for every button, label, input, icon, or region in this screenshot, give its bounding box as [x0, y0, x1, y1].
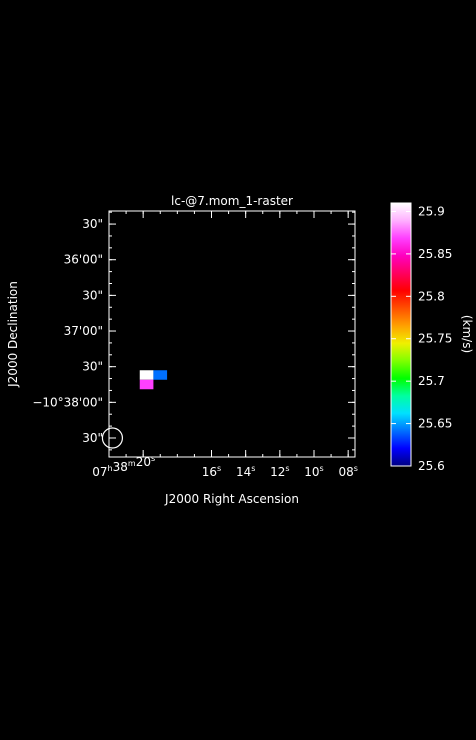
y-tick-label: 30"	[82, 360, 103, 374]
x-tick-label: 08s	[338, 464, 357, 479]
x-tick-label: 12s	[270, 464, 289, 479]
x-tick-label: 16s	[202, 464, 221, 479]
colorbar-ticks: 25.9 25.85 25.8 25.75 25.7 25.65 25.6	[391, 204, 452, 473]
x-tick-labels: 07h38m20s 16s 14s 12s 10s 08s	[92, 454, 358, 479]
map-pixel	[139, 379, 154, 390]
pixel-layer	[139, 370, 168, 390]
x-tick-label: 07h38m20s	[92, 454, 155, 479]
map-pixel	[153, 370, 168, 380]
map-pixel	[139, 370, 154, 380]
colorbar	[390, 202, 412, 467]
y-tick-labels: 30" 36'00" 30" 37'00" 30" −10°38'00" 30"	[32, 217, 103, 445]
beam-ellipse	[101, 427, 124, 449]
colorbar-tick-label: 25.9	[418, 204, 445, 218]
plot-frame	[108, 210, 356, 458]
y-axis-label: J2000 Declination	[6, 281, 20, 388]
x-tick-label: 14s	[236, 464, 255, 479]
colorbar-tick-label: 25.6	[418, 459, 445, 473]
y-tick-label: 30"	[82, 288, 103, 302]
colorbar-tick-label: 25.85	[418, 247, 452, 261]
tick-layer	[109, 211, 355, 457]
y-tick-label: −10°38'00"	[32, 395, 103, 409]
y-tick-label: 36'00"	[64, 253, 103, 267]
x-tick-label: 10s	[304, 464, 323, 479]
chart-title: lc-@7.mom_1-raster	[171, 194, 293, 208]
colorbar-label: (km/s)	[460, 315, 474, 353]
y-tick-label: 30"	[82, 431, 103, 445]
colorbar-tick-label: 25.7	[418, 374, 445, 388]
x-axis-label: J2000 Right Ascension	[164, 492, 299, 506]
y-tick-label: 37'00"	[64, 324, 103, 338]
colorbar-tick-label: 25.8	[418, 289, 445, 303]
y-tick-label: 30"	[82, 217, 103, 231]
colorbar-tick-label: 25.65	[418, 417, 452, 431]
colorbar-tick-label: 25.75	[418, 332, 452, 346]
